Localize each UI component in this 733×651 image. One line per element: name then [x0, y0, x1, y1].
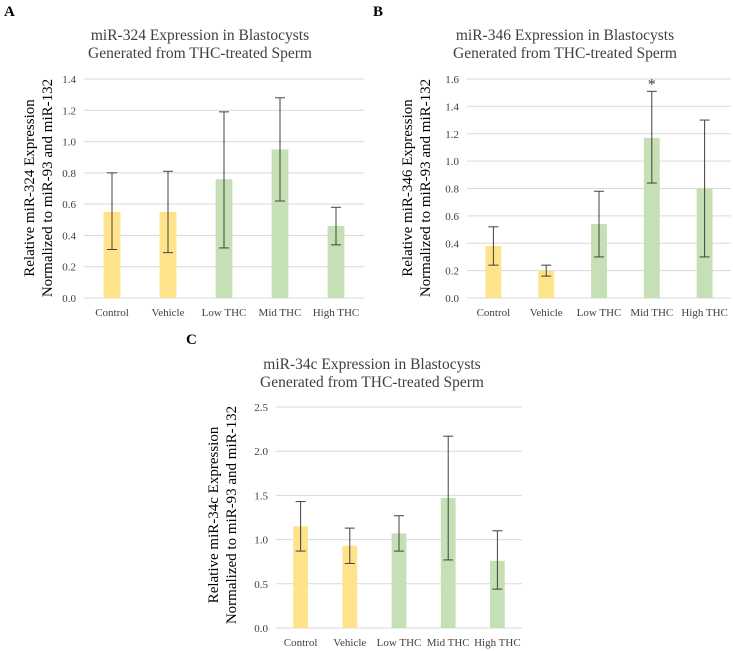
x-tick-label: Mid THC: [630, 307, 673, 319]
y-tick-label: 1.6: [445, 74, 459, 86]
significance-marker: *: [648, 76, 656, 93]
bar: [293, 526, 308, 628]
bar: [485, 245, 502, 298]
y-tick-label: 0.4: [445, 238, 459, 250]
chart-title-line-2: Generated from THC-treated Sperm: [453, 45, 677, 62]
y-axis-label-line-2: Normalized to miR-93 and miR-132: [224, 406, 240, 624]
y-tick-label: 2.0: [254, 446, 268, 458]
x-tick-label: High THC: [313, 307, 360, 319]
y-tick-label: 0.6: [445, 211, 459, 223]
x-tick-label: Low THC: [202, 307, 247, 319]
x-tick-label: High THC: [681, 307, 728, 319]
y-tick-label: 0.0: [62, 293, 76, 305]
chart-title-line-2: Generated from THC-treated Sperm: [260, 374, 484, 391]
chart-title-line-1: miR-346 Expression in Blastocysts: [456, 27, 674, 44]
plot-area: 0.0 0.2 0.4 0.6 0.8 1.0 1.2 1.4 1.6 Control Vehicl…: [445, 74, 731, 319]
y-tick-label: 1.0: [62, 137, 76, 149]
x-tick-label: Vehicle: [530, 307, 563, 319]
y-tick-label: 1.0: [254, 535, 268, 547]
chart-panel-b: B miR-346 Expression in Blastocysts Gene…: [373, 4, 731, 319]
chart-title-line-2: Generated from THC-treated Sperm: [88, 45, 312, 62]
chart-panel-a: A miR-324 Expression in Blastocysts Gene…: [4, 4, 364, 319]
chart-title-line-1: miR-34c Expression in Blastocysts: [263, 356, 480, 373]
y-tick-label: 0.5: [254, 579, 268, 591]
y-tick-label: 1.4: [62, 74, 76, 86]
panel-letter-a: A: [4, 4, 15, 20]
bar: [327, 226, 345, 298]
panel-letter-c: C: [186, 332, 197, 348]
plot-area: 0.0 0.5 1.0 1.5 2.0 2.5 Control Vehicle Low THC M…: [254, 402, 522, 649]
y-tick-label: 2.5: [254, 402, 268, 414]
bar: [103, 211, 121, 298]
x-tick-label: Mid THC: [259, 307, 302, 319]
x-tick-label: High THC: [474, 637, 521, 649]
bar: [643, 137, 660, 298]
plot-area: 0.0 0.2 0.4 0.6 0.8 1.0 1.2 1.4 Control Vehicle Lo…: [62, 74, 364, 319]
x-tick-label: Vehicle: [152, 307, 185, 319]
y-tick-label: 1.2: [445, 129, 459, 141]
y-tick-label: 1.5: [254, 490, 268, 502]
y-axis-label-line-2: Normalized to miR-93 and miR-132: [40, 79, 56, 297]
y-tick-label: 0.8: [62, 168, 76, 180]
y-tick-label: 1.2: [62, 105, 76, 117]
x-tick-label: Low THC: [377, 637, 422, 649]
x-tick-label: Control: [284, 637, 318, 649]
y-axis-label-line-2: Normalized to miR-93 and miR-132: [418, 79, 434, 297]
chart-title-line-1: miR-324 Expression in Blastocysts: [91, 27, 309, 44]
chart-panel-c: C miR-34c Expression in Blastocysts Gene…: [186, 332, 522, 649]
y-tick-label: 0.4: [62, 230, 76, 242]
y-tick-label: 0.2: [62, 262, 76, 274]
y-tick-label: 1.4: [445, 101, 459, 113]
panel-letter-b: B: [373, 4, 383, 20]
x-tick-label: Vehicle: [333, 637, 366, 649]
bar: [159, 211, 177, 298]
bar: [342, 545, 358, 628]
x-tick-label: Control: [477, 307, 511, 319]
bar: [271, 149, 289, 298]
bar: [440, 498, 456, 628]
x-tick-label: Low THC: [577, 307, 622, 319]
y-tick-label: 1.0: [445, 156, 459, 168]
y-axis-label-line-1: Relative miR-346 Expression: [400, 99, 416, 277]
y-tick-label: 0.8: [445, 184, 459, 196]
y-axis-label-line-1: Relative miR-34c Expression: [206, 426, 222, 603]
x-tick-label: Mid THC: [427, 637, 470, 649]
y-tick-label: 0.6: [62, 199, 76, 211]
y-axis-label-line-1: Relative miR-324 Expression: [22, 99, 38, 277]
x-tick-label: Control: [95, 307, 129, 319]
y-tick-label: 0.0: [254, 623, 268, 635]
bar: [490, 560, 505, 628]
bar: [391, 533, 407, 628]
y-tick-label: 0.0: [445, 293, 459, 305]
bar: [538, 270, 555, 298]
bar: [591, 224, 607, 298]
y-tick-label: 0.2: [445, 266, 459, 278]
